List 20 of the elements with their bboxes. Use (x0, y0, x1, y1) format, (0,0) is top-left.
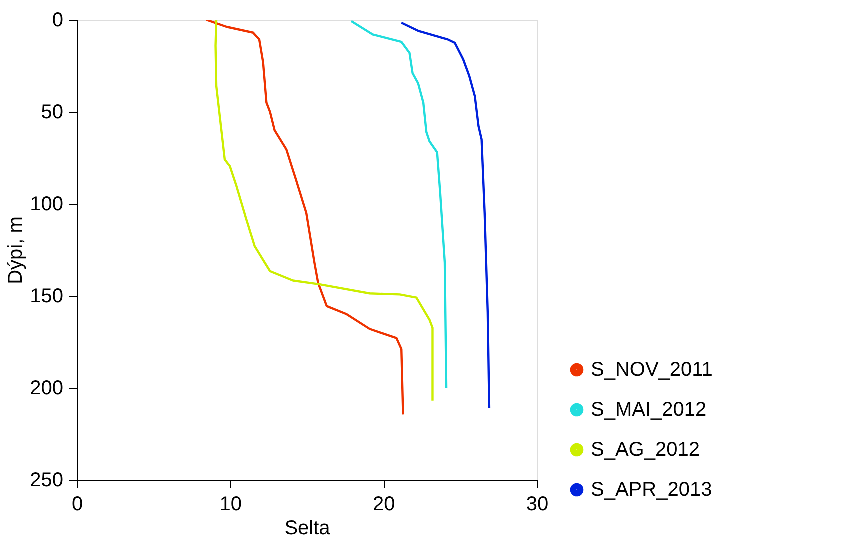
y-tick-label: 150 (30, 286, 64, 308)
line-series (350, 20, 448, 390)
line-series (400, 22, 491, 410)
y-tick-label: 200 (30, 378, 64, 400)
y-tick-label: 250 (30, 470, 64, 492)
x-axis-title: Selta (284, 518, 332, 540)
line-series (214, 20, 434, 402)
y-tick-label: 0 (52, 10, 64, 32)
x-tick-label: 30 (526, 494, 549, 516)
legend-label: S_NOV_2011 (591, 359, 713, 381)
legend-label: S_MAI_2012 (591, 399, 707, 421)
legend-label: S_APR_2013 (591, 479, 712, 501)
x-tick-label: 10 (220, 494, 242, 516)
x-tick-label: 20 (373, 494, 396, 516)
y-axis-title: Dýpi, m (5, 216, 28, 284)
y-tick-label: 50 (41, 102, 64, 124)
y-tick-label: 100 (30, 194, 64, 216)
x-tick-label: 0 (72, 494, 84, 516)
legend-label: S_AG_2012 (591, 439, 700, 461)
line-series (205, 20, 404, 416)
